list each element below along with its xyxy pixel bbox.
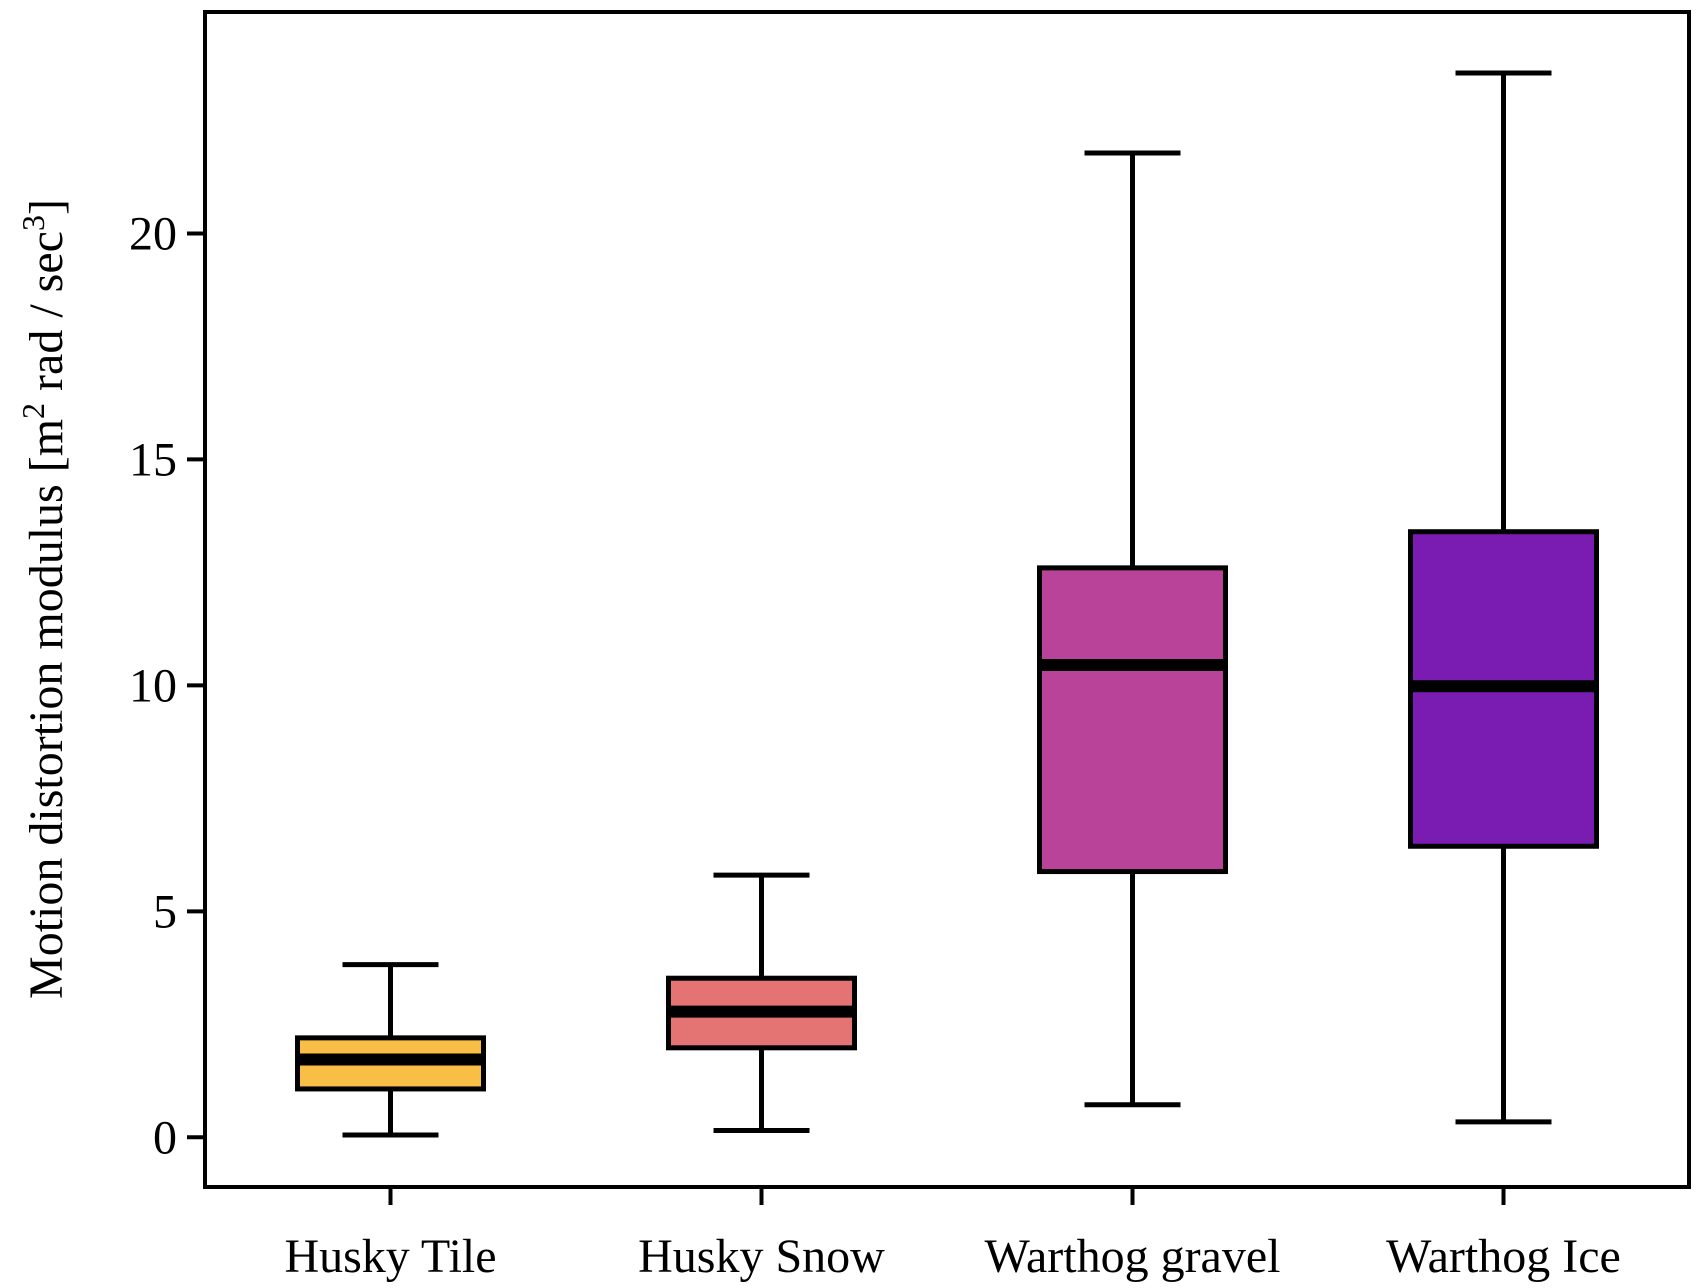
x-tick-label: Warthog gravel — [984, 1230, 1280, 1283]
x-tick-label: Husky Tile — [284, 1230, 496, 1283]
y-axis-label: Motion distortion modulus [m2 rad / sec3… — [15, 199, 73, 999]
x-axis-ticks: Husky Tile Husky Snow Warthog gravel Wartho… — [284, 1187, 1621, 1283]
plot-marks — [295, 70, 1599, 1138]
box-husky-tile — [295, 962, 486, 1138]
x-tick-label: Warthog Ice — [1386, 1230, 1621, 1283]
x-tick-label: Husky Snow — [638, 1230, 885, 1283]
y-tick-label: 20 — [129, 207, 177, 260]
y-tick-label: 0 — [153, 1111, 177, 1164]
y-axis-ticks: 0 5 10 15 20 — [129, 207, 205, 1164]
y-tick-label: 5 — [153, 885, 177, 938]
y-tick-label: 10 — [129, 659, 177, 712]
box-warthog-gravel — [1037, 150, 1228, 1108]
y-tick-label: 15 — [129, 433, 177, 486]
box-warthog-ice — [1408, 70, 1599, 1125]
box-husky-snow — [666, 872, 857, 1134]
plot-frame — [203, 10, 1691, 1189]
iqr-box — [1037, 565, 1228, 875]
